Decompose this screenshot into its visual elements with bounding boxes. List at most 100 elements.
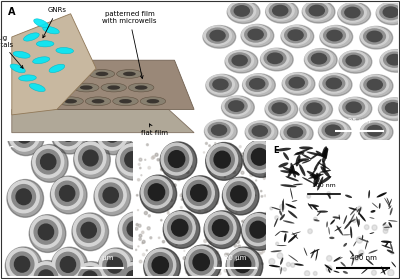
Circle shape (210, 147, 234, 172)
Circle shape (207, 28, 228, 43)
Circle shape (340, 98, 368, 117)
Ellipse shape (294, 148, 310, 155)
Circle shape (320, 74, 348, 93)
Circle shape (205, 212, 236, 244)
Circle shape (56, 252, 80, 277)
Circle shape (7, 180, 44, 217)
Circle shape (204, 240, 206, 242)
Circle shape (174, 151, 176, 153)
Ellipse shape (312, 205, 318, 211)
Circle shape (140, 175, 177, 213)
Circle shape (210, 161, 212, 163)
Circle shape (254, 239, 256, 241)
Circle shape (327, 30, 342, 41)
Circle shape (168, 199, 170, 202)
Circle shape (160, 262, 162, 264)
Circle shape (103, 187, 118, 203)
Circle shape (285, 28, 306, 43)
Circle shape (74, 263, 105, 279)
Ellipse shape (342, 234, 351, 235)
Circle shape (266, 1, 294, 20)
Circle shape (234, 256, 251, 273)
Circle shape (377, 3, 400, 22)
Circle shape (360, 27, 393, 49)
Circle shape (250, 221, 266, 238)
Ellipse shape (379, 203, 380, 209)
Circle shape (164, 212, 195, 244)
Circle shape (245, 121, 278, 144)
Circle shape (161, 220, 162, 221)
Circle shape (232, 179, 234, 182)
Ellipse shape (291, 232, 301, 235)
Circle shape (247, 199, 249, 201)
Circle shape (180, 194, 183, 197)
Circle shape (256, 236, 258, 239)
Circle shape (82, 271, 98, 279)
Text: E: E (274, 146, 279, 155)
Ellipse shape (353, 241, 356, 246)
Ellipse shape (43, 27, 59, 34)
Circle shape (222, 177, 259, 215)
Circle shape (225, 253, 227, 256)
Circle shape (343, 100, 364, 115)
Ellipse shape (287, 169, 293, 178)
Circle shape (361, 121, 389, 140)
Circle shape (237, 178, 238, 179)
Circle shape (229, 101, 244, 111)
Circle shape (8, 118, 44, 156)
Text: GNRs: GNRs (43, 7, 66, 38)
Circle shape (192, 223, 194, 225)
Circle shape (141, 175, 142, 176)
Circle shape (34, 220, 58, 244)
Circle shape (211, 266, 213, 268)
Circle shape (176, 244, 177, 246)
Text: C: C (7, 146, 13, 155)
Ellipse shape (368, 250, 378, 254)
Circle shape (207, 144, 238, 175)
Circle shape (171, 206, 172, 207)
Circle shape (189, 216, 190, 218)
Ellipse shape (382, 222, 386, 226)
Ellipse shape (315, 173, 321, 179)
Circle shape (246, 217, 270, 242)
Circle shape (342, 5, 363, 20)
Ellipse shape (350, 251, 354, 256)
Circle shape (203, 26, 236, 48)
Ellipse shape (292, 232, 298, 239)
Circle shape (376, 2, 400, 25)
Ellipse shape (294, 263, 304, 266)
Circle shape (320, 25, 353, 48)
Circle shape (260, 191, 262, 192)
Circle shape (100, 122, 124, 146)
Circle shape (122, 266, 146, 279)
Circle shape (146, 144, 148, 146)
Circle shape (30, 262, 62, 279)
Ellipse shape (280, 214, 285, 220)
Circle shape (243, 74, 271, 93)
Ellipse shape (13, 51, 30, 58)
Circle shape (265, 212, 267, 214)
Circle shape (225, 50, 258, 73)
Ellipse shape (339, 215, 340, 220)
Ellipse shape (34, 19, 49, 28)
Circle shape (8, 181, 39, 213)
Ellipse shape (24, 33, 39, 41)
Circle shape (55, 181, 79, 206)
Ellipse shape (52, 85, 65, 90)
Circle shape (240, 199, 242, 202)
Circle shape (388, 270, 394, 276)
Ellipse shape (380, 267, 390, 273)
Circle shape (241, 153, 244, 156)
Circle shape (162, 240, 165, 243)
Circle shape (143, 188, 146, 191)
Circle shape (260, 48, 293, 71)
Circle shape (246, 76, 268, 91)
Ellipse shape (278, 162, 288, 167)
Circle shape (358, 206, 362, 211)
Circle shape (161, 169, 162, 170)
Circle shape (227, 248, 258, 279)
Circle shape (206, 74, 239, 97)
Circle shape (382, 100, 400, 116)
Ellipse shape (366, 259, 374, 265)
Ellipse shape (282, 199, 284, 210)
